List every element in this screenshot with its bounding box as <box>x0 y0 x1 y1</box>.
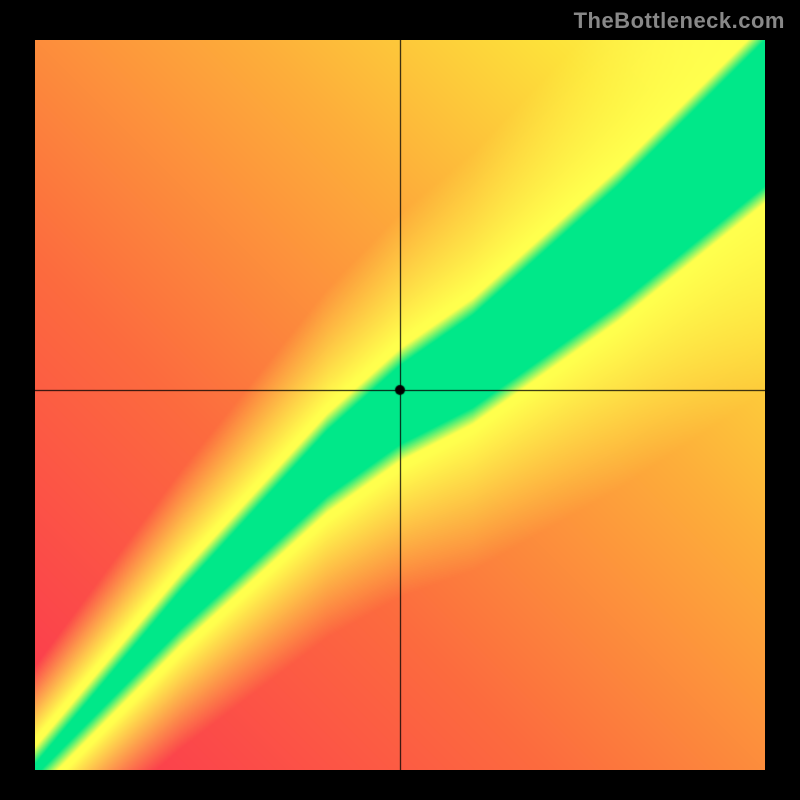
chart-container: TheBottleneck.com <box>0 0 800 800</box>
heatmap-canvas <box>35 40 765 770</box>
heatmap-chart <box>35 40 765 770</box>
watermark-text: TheBottleneck.com <box>574 8 785 34</box>
